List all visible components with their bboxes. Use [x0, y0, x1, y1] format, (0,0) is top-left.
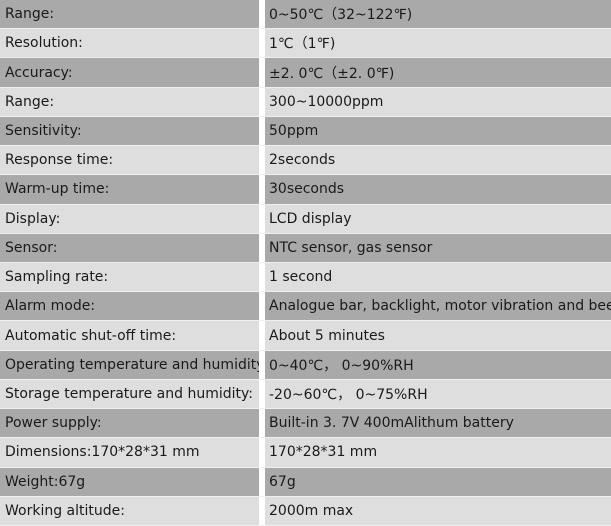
column-divider: [259, 438, 265, 467]
table-row: Range: 0~50℃（32~122℉): [0, 0, 611, 30]
spec-value: -20~60℃， 0~75%RH: [265, 379, 611, 409]
column-divider: [259, 116, 265, 146]
spec-value: 67g: [265, 467, 611, 496]
table-row: Display: LCD display: [0, 204, 611, 234]
column-divider: [259, 0, 265, 29]
spec-value: 2000m max: [265, 496, 611, 525]
spec-label: Working altitude:: [0, 496, 259, 525]
table-row: Operating temperature and humidity: 0~40℃…: [0, 350, 611, 380]
spec-value: 50ppm: [265, 116, 611, 146]
table-row: Storage temperature and humidity: -20~60℃…: [0, 379, 611, 410]
spec-value: 1 second: [265, 262, 611, 292]
spec-label: Sensitivity:: [0, 116, 259, 146]
column-divider: [259, 467, 265, 496]
spec-label: Storage temperature and humidity:: [0, 379, 259, 409]
column-divider: [259, 175, 265, 204]
spec-value: NTC sensor, gas sensor: [265, 233, 611, 262]
column-divider: [259, 204, 265, 233]
column-divider: [259, 262, 265, 292]
spec-label: Alarm mode:: [0, 292, 259, 321]
table-row: Response time: 2seconds: [0, 146, 611, 176]
spec-label: Dimensions:170*28*31 mm: [0, 438, 259, 467]
column-divider: [259, 58, 265, 87]
spec-value: 0~50℃（32~122℉): [265, 0, 611, 29]
column-divider: [259, 350, 265, 379]
table-row: Sampling rate: 1 second: [0, 262, 611, 293]
spec-value: Built-in 3. 7V 400mAlithum battery: [265, 409, 611, 438]
spec-label: Sensor:: [0, 233, 259, 262]
table-row: Dimensions:170*28*31 mm 170*28*31 mm: [0, 438, 611, 468]
column-divider: [259, 379, 265, 409]
column-divider: [259, 321, 265, 350]
spec-value: Analogue bar, backlight, motor vibration…: [265, 292, 611, 321]
spec-label: Weight:67g: [0, 467, 259, 496]
spec-label: Range:: [0, 87, 259, 116]
spec-value: 2seconds: [265, 146, 611, 175]
spec-value: 30seconds: [265, 175, 611, 204]
table-row: Range: 300~10000ppm: [0, 87, 611, 117]
spec-label: Automatic shut-off time:: [0, 321, 259, 350]
spec-label: Accuracy:: [0, 58, 259, 87]
spec-value: 0~40℃， 0~90%RH: [265, 350, 611, 379]
spec-value: 300~10000ppm: [265, 87, 611, 116]
column-divider: [259, 496, 265, 525]
table-row: Automatic shut-off time: About 5 minutes: [0, 321, 611, 351]
spec-label: Resolution:: [0, 29, 259, 58]
table-row: Warm-up time: 30seconds: [0, 175, 611, 205]
column-divider: [259, 146, 265, 175]
spec-value: 1℃（1℉): [265, 29, 611, 58]
table-row: Weight:67g 67g: [0, 467, 611, 497]
table-row: Resolution: 1℃（1℉): [0, 29, 611, 59]
column-divider: [259, 292, 265, 321]
spec-label: Power supply:: [0, 409, 259, 438]
table-row: Sensor: NTC sensor, gas sensor: [0, 233, 611, 263]
column-divider: [259, 87, 265, 116]
table-row: Sensitivity: 50ppm: [0, 116, 611, 147]
spec-value: About 5 minutes: [265, 321, 611, 350]
spec-label: Range:: [0, 0, 259, 29]
spec-label: Response time:: [0, 146, 259, 175]
spec-value: LCD display: [265, 204, 611, 233]
table-row: Power supply: Built-in 3. 7V 400mAlithum …: [0, 409, 611, 439]
spec-label: Sampling rate:: [0, 262, 259, 292]
spec-label: Operating temperature and humidity:: [0, 350, 259, 379]
spec-value: 170*28*31 mm: [265, 438, 611, 467]
spec-label: Warm-up time:: [0, 175, 259, 204]
column-divider: [259, 233, 265, 262]
table-row: Alarm mode: Analogue bar, backlight, moto…: [0, 292, 611, 322]
spec-label: Display:: [0, 204, 259, 233]
column-divider: [259, 409, 265, 438]
table-row: Working altitude: 2000m max: [0, 496, 611, 526]
column-divider: [259, 29, 265, 58]
table-row: Accuracy: ±2. 0℃（±2. 0℉): [0, 58, 611, 88]
spec-value: ±2. 0℃（±2. 0℉): [265, 58, 611, 87]
